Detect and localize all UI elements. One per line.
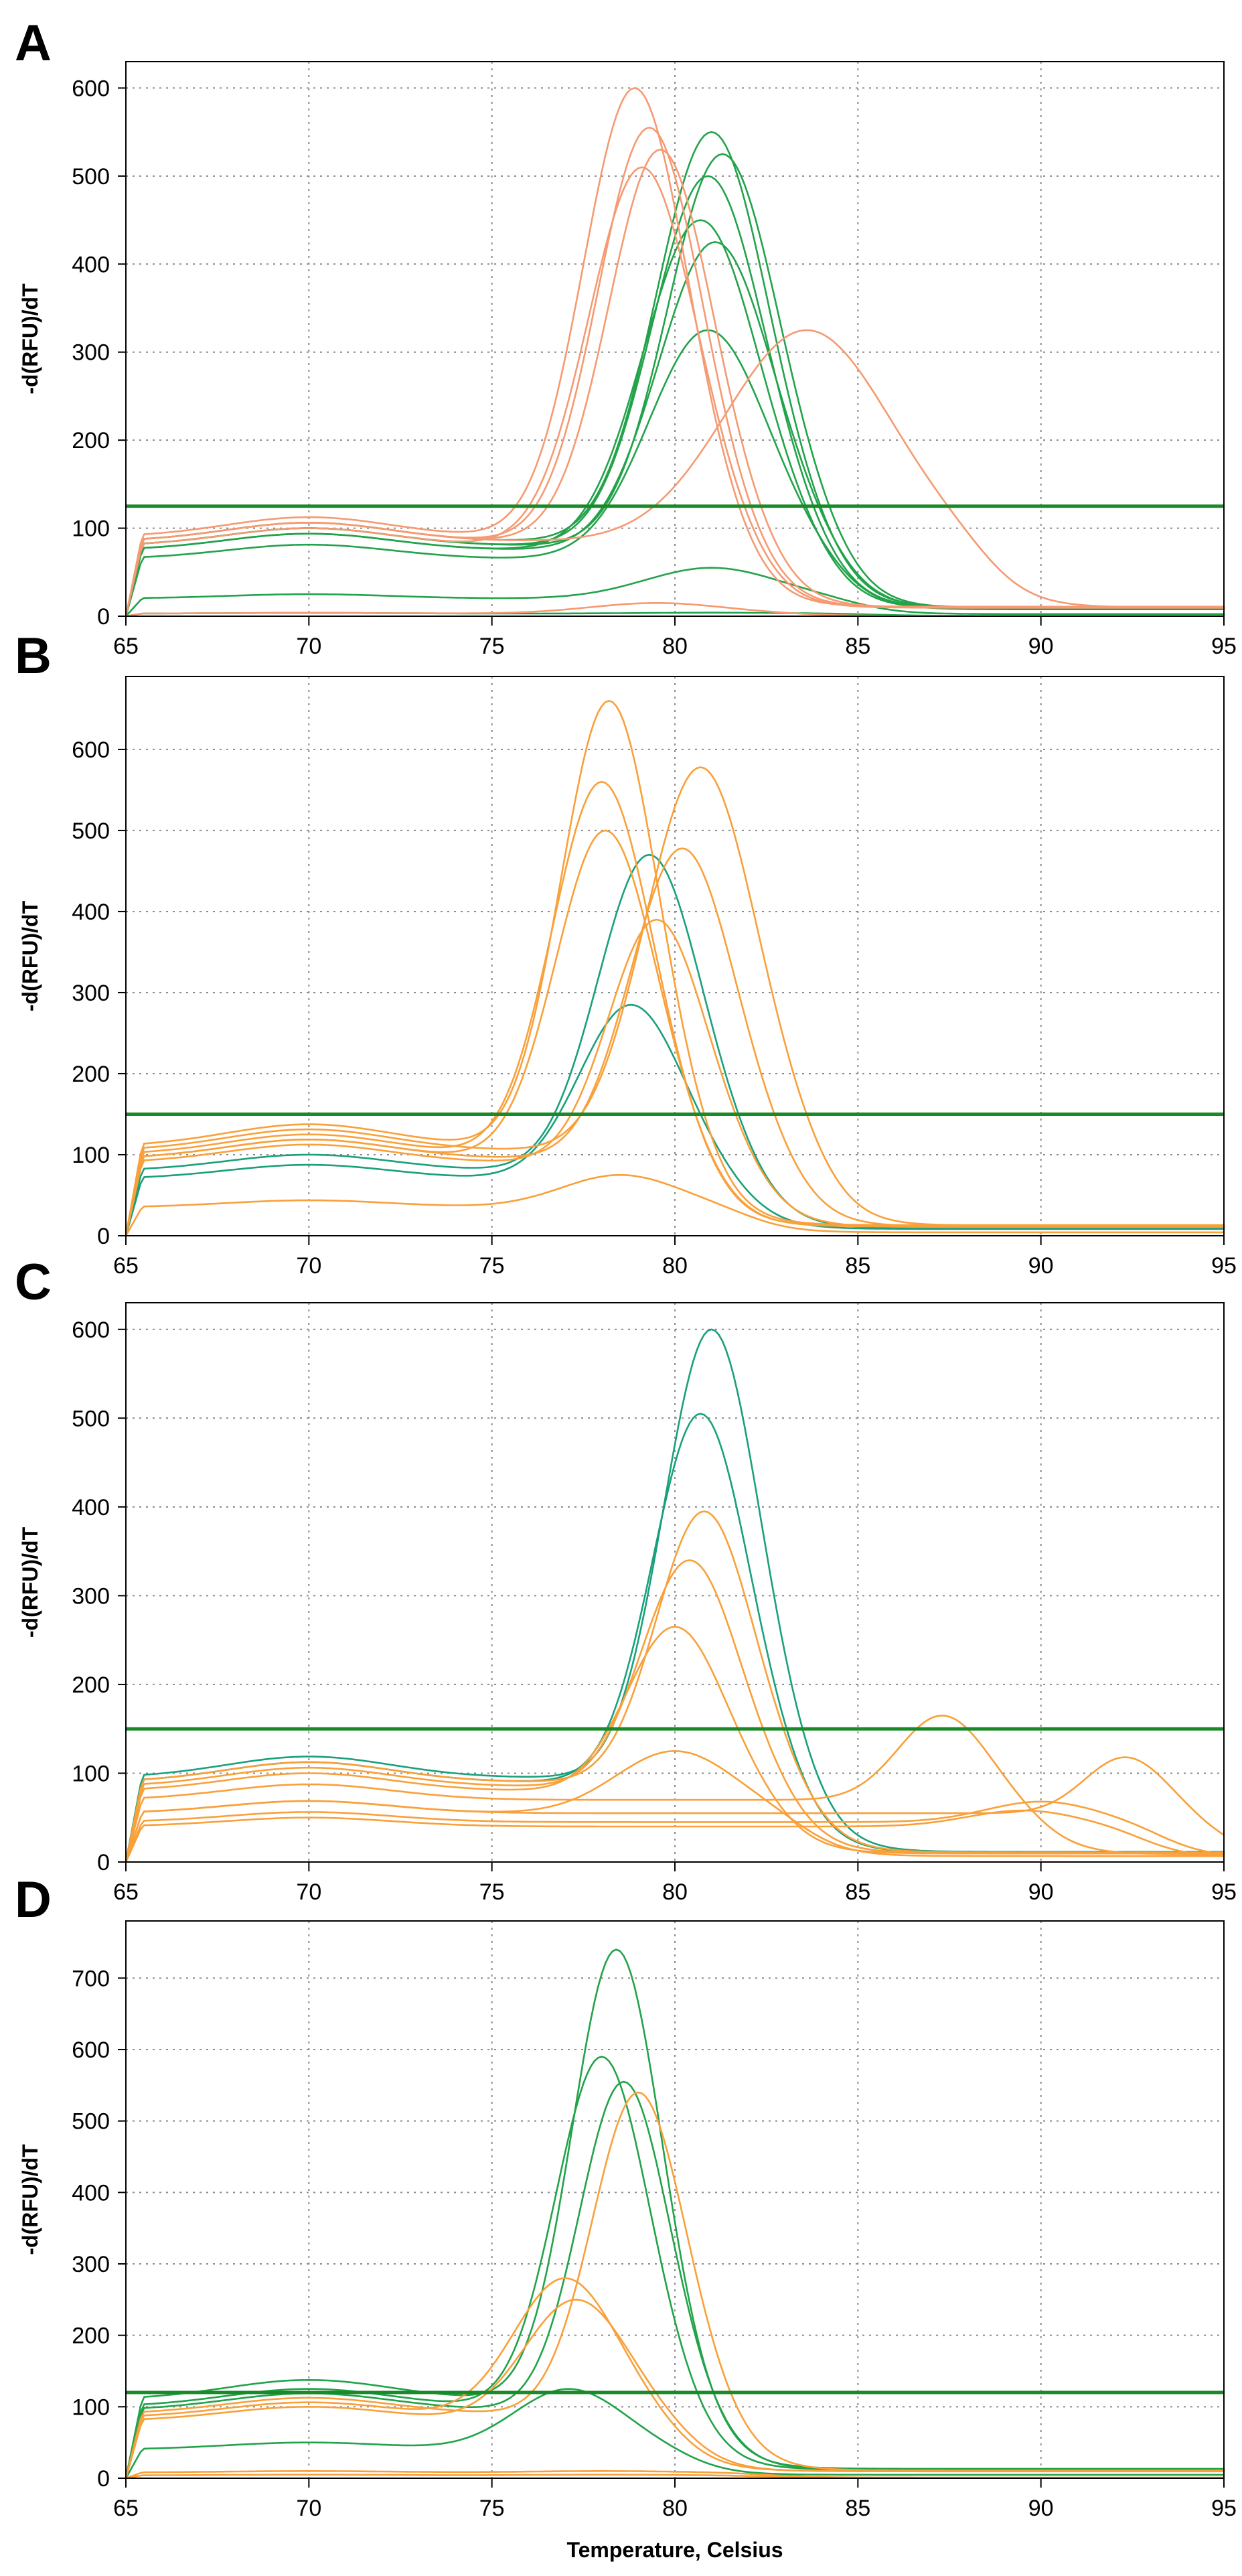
y-tick-label: 500 — [72, 1406, 110, 1431]
series-line-green-4 — [125, 2388, 1225, 2480]
y-tick-label: 200 — [72, 2323, 110, 2349]
y-tick-label: 300 — [72, 981, 110, 1006]
y-tick-label: 0 — [97, 604, 110, 630]
x-tick-label: 95 — [1211, 634, 1237, 659]
x-tick-label: 75 — [479, 2496, 505, 2521]
y-tick-label: 400 — [72, 2180, 110, 2206]
chart-panel-a: A 65 70 75 80 85 90 95 0 100 200 300 400 500 600 -d(RFU… — [15, 15, 1237, 659]
y-tick-label: 200 — [72, 1062, 110, 1087]
series-line-green-1 — [125, 853, 1225, 1237]
series-line-orange-7 — [125, 1800, 1225, 1863]
y-tick-label: 400 — [72, 252, 110, 277]
y-tick-label: 600 — [72, 2037, 110, 2063]
x-tick-label: 85 — [845, 1253, 870, 1279]
chart-panel-b: B 65 70 75 80 85 90 95 0 100 200 300 400 500 600 -d(RFU… — [15, 628, 1237, 1279]
y-tick-label: 500 — [72, 818, 110, 844]
x-tick-label: 85 — [845, 1879, 870, 1905]
x-tick-label: 70 — [296, 634, 321, 659]
y-tick-label: 600 — [72, 737, 110, 763]
x-tick-label: 80 — [662, 1253, 688, 1279]
panel-letter: D — [15, 1871, 52, 1928]
y-tick-label: 100 — [72, 1143, 110, 1168]
x-tick-label: 95 — [1211, 1253, 1237, 1279]
y-axis-label: -d(RFU)/dT — [18, 1526, 42, 1638]
series-line-green-6 — [125, 329, 1225, 618]
y-tick-label: 0 — [97, 2466, 110, 2492]
y-tick-label: 100 — [72, 2394, 110, 2420]
x-tick-label: 65 — [113, 1879, 139, 1905]
series-line-orange-3 — [125, 1626, 1225, 1863]
x-tick-label: 75 — [479, 1879, 505, 1905]
x-tick-label: 75 — [479, 634, 505, 659]
y-tick-label: 300 — [72, 2252, 110, 2277]
y-tick-label: 100 — [72, 1761, 110, 1786]
y-tick-label: 200 — [72, 428, 110, 453]
x-tick-label: 70 — [296, 1253, 321, 1279]
x-tick-label: 65 — [113, 634, 139, 659]
y-tick-label: 400 — [72, 900, 110, 925]
series-line-orange-6 — [125, 918, 1225, 1237]
y-axis-label: -d(RFU)/dT — [18, 2144, 42, 2255]
series-line-orange-4 — [125, 1715, 1225, 1863]
panel-letter: B — [15, 628, 52, 685]
x-tick-label: 85 — [845, 634, 870, 659]
x-tick-label: 90 — [1028, 2496, 1054, 2521]
x-tick-label: 80 — [662, 634, 688, 659]
y-tick-label: 500 — [72, 164, 110, 190]
chart-panel-c: C 65 70 75 80 85 90 95 0 100 200 300 400 500 600 -d(RFU… — [15, 1254, 1237, 1905]
x-tick-label: 90 — [1028, 1253, 1054, 1279]
series-line-orange-7 — [125, 1173, 1225, 1237]
x-tick-label: 95 — [1211, 1879, 1237, 1905]
x-tick-label: 90 — [1028, 1879, 1054, 1905]
x-tick-label: 70 — [296, 1879, 321, 1905]
x-tick-label: 65 — [113, 1253, 139, 1279]
y-tick-label: 0 — [97, 1224, 110, 1249]
panel-letter: A — [15, 15, 52, 72]
y-tick-label: 600 — [72, 76, 110, 101]
y-axis-label: -d(RFU)/dT — [18, 283, 42, 395]
y-tick-label: 100 — [72, 516, 110, 542]
series-line-orange-5 — [125, 329, 1225, 618]
x-tick-label: 65 — [113, 2496, 139, 2521]
x-tick-label: 75 — [479, 1253, 505, 1279]
x-tick-label: 85 — [845, 2496, 870, 2521]
y-tick-label: 300 — [72, 1583, 110, 1609]
y-tick-label: 400 — [72, 1495, 110, 1520]
series-line-green-2 — [125, 1003, 1225, 1237]
y-tick-label: 700 — [72, 1966, 110, 1991]
y-tick-label: 600 — [72, 1317, 110, 1343]
x-tick-label: 70 — [296, 2496, 321, 2521]
series-line-orange-3 — [125, 2299, 1225, 2480]
x-tick-label: 80 — [662, 2496, 688, 2521]
series-line-green-7 — [125, 567, 1225, 618]
series-line-orange-6 — [125, 1750, 1225, 1863]
y-tick-label: 200 — [72, 1672, 110, 1698]
x-tick-label: 90 — [1028, 634, 1054, 659]
y-tick-label: 300 — [72, 340, 110, 366]
x-tick-label: 80 — [662, 1879, 688, 1905]
chart-panel-d: D 65 70 75 80 85 90 95 0 100 200 300 400 500 600 700 -d(… — [15, 1871, 1237, 2562]
y-tick-label: 500 — [72, 2109, 110, 2135]
y-tick-label: 0 — [97, 1850, 110, 1875]
x-axis-label: Temperature, Celsius — [566, 2538, 783, 2562]
y-axis-label: -d(RFU)/dT — [18, 900, 42, 1011]
series-line-orange-8 — [125, 1809, 1225, 1863]
x-tick-label: 95 — [1211, 2496, 1237, 2521]
panel-letter: C — [15, 1254, 52, 1311]
series-line-orange-4 — [125, 166, 1225, 618]
